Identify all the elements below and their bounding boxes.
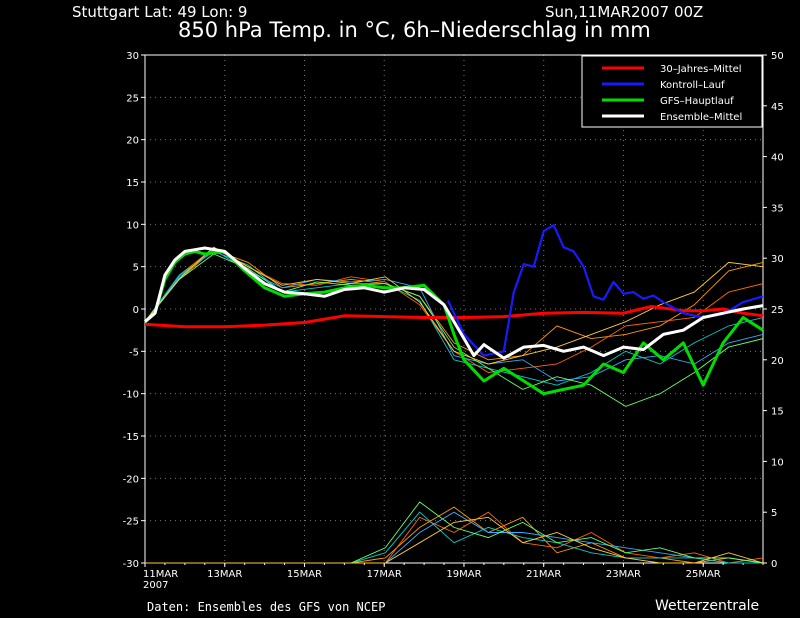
y-tick-label-left: 25 [126,93,139,104]
series-line-3 [144,246,764,360]
y-tick-label-right: 15 [771,407,784,418]
ensemble-member-temp-0 [144,249,764,361]
y-tick-label-left: 5 [133,263,139,274]
y-tick-label-left: 30 [126,51,139,62]
x-tick-label: 19MAR [446,569,481,580]
ensemble-member-temp-4 [144,253,764,407]
brand-label: Wetterzentrale [655,598,760,614]
x-tick-label-year: 2007 [143,580,168,591]
run-timestamp: Sun,11MAR2007 00Z [545,3,704,21]
y-tick-label-left: -30 [123,559,139,570]
chart-title: 850 hPa Temp. in °C, 6h–Niederschlag in … [178,18,651,42]
x-tick-label: 23MAR [606,569,641,580]
y-tick-label-left: -10 [123,390,139,401]
axes: 302520151050-5-10-15-20-25-3050454035302… [123,51,784,591]
y-tick-label-left: 15 [126,178,139,189]
y-tick-label-left: 10 [126,220,139,231]
y-tick-label-right: 30 [771,254,784,265]
ensemble-member-precip-2 [145,511,763,564]
ensemble-member-precip-1 [145,511,764,564]
ensemble-member-temp-5 [144,246,764,365]
legend-label-1: Kontroll–Lauf [660,80,725,91]
y-tick-label-right: 25 [771,305,784,316]
legend-label-2: GFS–Hauptlauf [660,96,734,107]
y-tick-label-left: -25 [123,517,139,528]
y-tick-label-right: 40 [771,153,784,164]
y-tick-label-left: 0 [133,305,139,316]
x-tick-label: 25MAR [686,569,721,580]
y-tick-label-right: 10 [771,457,784,468]
y-tick-label-right: 35 [771,203,784,214]
y-tick-label-right: 20 [771,356,784,367]
y-tick-label-left: -15 [123,432,139,443]
y-tick-label-left: -5 [129,347,139,358]
y-tick-label-right: 0 [771,559,777,570]
location-label: Stuttgart Lat: 49 Lon: 9 [72,3,248,21]
y-tick-label-left: 20 [126,136,139,147]
x-tick-label: 15MAR [287,569,322,580]
legend: 30–Jahres–Mittel Kontroll–Lauf GFS–Hauptla… [581,55,763,128]
x-tick-label: 17MAR [367,569,402,580]
ensemble-member-precip-5 [145,516,764,564]
ensemble-member-temp-2 [144,250,764,386]
precipitation-lines [145,501,764,564]
x-tick-label: 21MAR [526,569,561,580]
legend-label-0: 30–Jahres–Mittel [660,64,742,75]
x-tick-label: 11MAR [143,569,178,580]
y-tick-label-right: 50 [771,51,784,62]
ensemble-member-precip-3 [145,511,764,564]
series-line-1 [447,224,764,357]
y-tick-label-left: -20 [123,474,139,485]
y-tick-label-right: 5 [771,508,777,519]
main-series [144,224,764,396]
series-line-0 [144,305,764,329]
x-tick-label: 13MAR [207,569,242,580]
y-tick-label-right: 45 [771,102,784,113]
legend-label-3: Ensemble–Mittel [660,112,742,123]
data-source: Daten: Ensembles des GFS von NCEP [147,600,386,614]
